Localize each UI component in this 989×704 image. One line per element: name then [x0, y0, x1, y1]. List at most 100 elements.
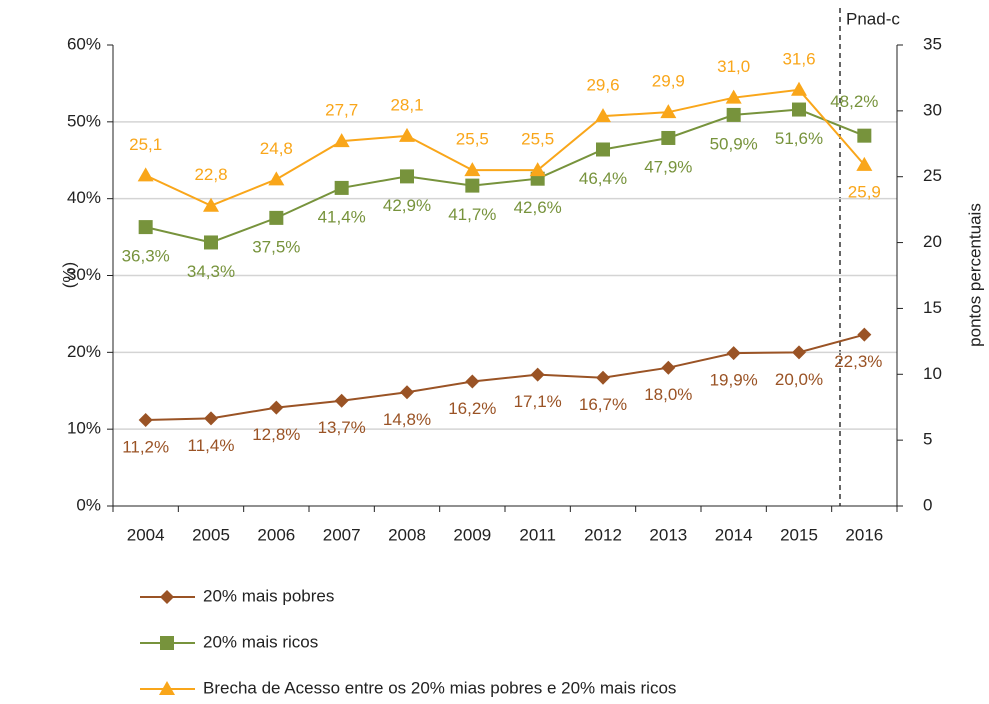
data-label: 12,8% — [252, 425, 300, 444]
marker — [725, 89, 742, 104]
y2-tick-label: 25 — [923, 166, 942, 185]
marker — [792, 345, 806, 360]
legend-label: 20% mais ricos — [203, 632, 318, 651]
y-tick-label: 30% — [67, 265, 101, 284]
x-tick-label: 2008 — [388, 525, 426, 544]
marker — [334, 393, 349, 408]
x-tick-label: 2006 — [257, 525, 295, 544]
data-label: 47,9% — [644, 157, 692, 176]
marker — [138, 412, 153, 427]
y2-tick-label: 35 — [923, 34, 942, 53]
y-tick-label: 50% — [67, 111, 101, 130]
data-label: 25,9 — [848, 182, 881, 201]
data-label: 17,1% — [514, 392, 562, 411]
x-tick-label: 2016 — [845, 525, 883, 544]
y2-tick-label: 0 — [923, 495, 932, 514]
data-label: 19,9% — [710, 371, 758, 390]
data-label: 13,7% — [318, 418, 366, 437]
marker — [138, 220, 153, 235]
marker — [856, 156, 873, 171]
x-tick-label: 2012 — [584, 525, 622, 544]
data-label: 16,7% — [579, 395, 627, 414]
y2-tick-label: 5 — [923, 430, 932, 449]
data-label: 48,2% — [830, 92, 878, 111]
marker — [334, 180, 349, 195]
series-line — [145, 333, 865, 421]
data-label: 29,9 — [652, 72, 685, 91]
y-tick-label: 40% — [67, 188, 101, 207]
marker — [857, 327, 872, 342]
y2-tick-label: 10 — [923, 364, 942, 383]
marker — [400, 169, 414, 184]
x-tick-label: 2013 — [649, 525, 687, 544]
marker — [791, 81, 807, 96]
legend-label: Brecha de Acesso entre os 20% mias pobre… — [203, 678, 676, 697]
y-tick-label: 0% — [76, 495, 101, 514]
data-label: 46,4% — [579, 169, 627, 188]
data-label: 11,4% — [188, 436, 235, 455]
data-label: 42,6% — [514, 198, 562, 217]
annotation: Pnad-c — [846, 9, 900, 28]
marker — [530, 367, 545, 382]
data-label: 18,0% — [644, 385, 692, 404]
x-tick-label: 2011 — [519, 525, 556, 544]
marker — [596, 370, 610, 385]
marker — [464, 162, 481, 177]
marker — [465, 374, 480, 389]
data-label: 27,7 — [325, 101, 358, 120]
marker — [661, 130, 676, 145]
x-tick-label: 2014 — [715, 525, 753, 544]
marker — [792, 102, 806, 117]
data-label: 31,0 — [717, 57, 750, 76]
marker — [160, 636, 174, 650]
data-label: 41,4% — [318, 207, 366, 226]
marker — [465, 178, 480, 193]
marker — [203, 197, 219, 212]
data-label: 51,6% — [775, 129, 823, 148]
marker — [529, 162, 546, 177]
marker — [269, 210, 284, 225]
marker — [204, 411, 218, 426]
data-label: 31,6 — [782, 49, 815, 68]
y-axis-label: (%) — [59, 262, 78, 288]
x-tick-label: 2015 — [780, 525, 818, 544]
data-label: 20,0% — [775, 370, 823, 389]
marker — [857, 128, 872, 143]
marker — [400, 385, 414, 400]
marker — [595, 108, 611, 123]
data-label: 41,7% — [448, 205, 496, 224]
data-label: 50,9% — [710, 134, 758, 153]
marker — [661, 360, 676, 375]
data-label: 25,5 — [521, 130, 554, 149]
x-tick-label: 2004 — [127, 525, 165, 544]
x-tick-label: 2007 — [323, 525, 361, 544]
marker — [160, 590, 174, 604]
marker — [137, 167, 154, 182]
y-tick-label: 20% — [67, 342, 101, 361]
marker — [268, 171, 285, 186]
data-label: 29,6 — [586, 76, 619, 95]
marker — [596, 142, 610, 157]
data-label: 25,5 — [456, 130, 489, 149]
series-line — [145, 108, 865, 244]
y-tick-label: 60% — [67, 34, 101, 53]
marker — [726, 107, 741, 122]
y2-tick-label: 30 — [923, 100, 942, 119]
marker — [660, 104, 677, 119]
y2-axis-label: pontos percentuais — [965, 203, 984, 347]
data-label: 24,8 — [260, 139, 293, 158]
marker — [269, 400, 284, 415]
y2-tick-label: 15 — [923, 298, 942, 317]
data-label: 22,8 — [194, 165, 227, 184]
data-label: 16,2% — [448, 399, 496, 418]
marker — [399, 127, 415, 142]
marker — [726, 346, 741, 361]
data-label: 28,1 — [390, 95, 423, 114]
data-label: 22,3% — [834, 352, 882, 371]
data-label: 14,8% — [383, 410, 431, 429]
y2-tick-label: 20 — [923, 232, 942, 251]
data-label: 34,3% — [187, 262, 235, 281]
data-label: 25,1 — [129, 135, 162, 154]
